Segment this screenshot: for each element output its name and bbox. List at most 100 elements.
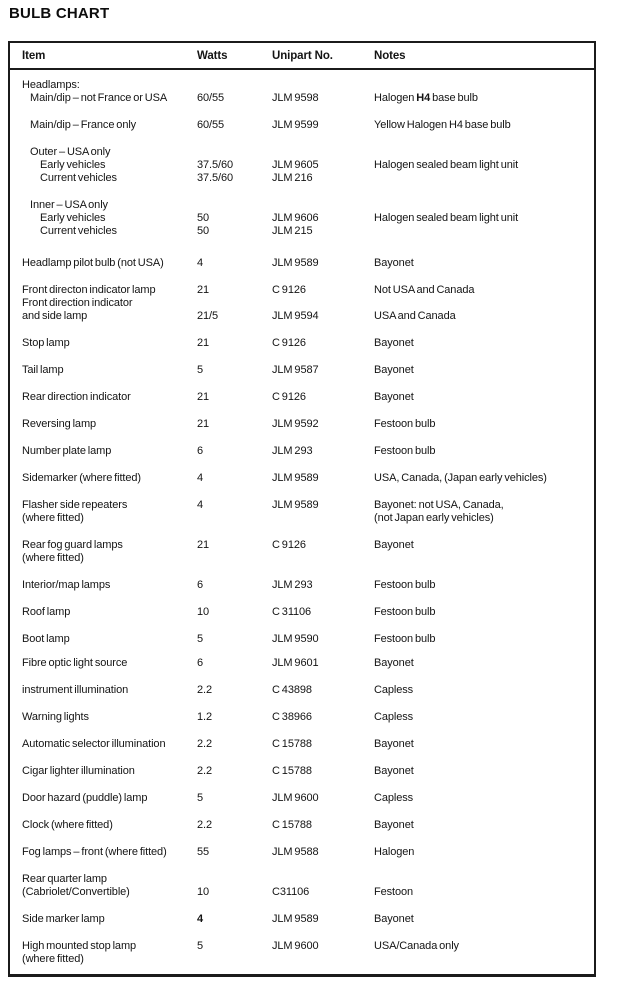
unipart-cell: C 9126: [272, 284, 306, 296]
unipart-cell: JLM 9592: [272, 418, 319, 430]
item-cell: Early vehicles: [40, 159, 106, 171]
notes-cell: Bayonet: not USA, Canada,: [374, 499, 504, 511]
notes-cell: Not USA and Canada: [374, 284, 475, 296]
item-cell: Number plate lamp: [22, 445, 112, 457]
table-row: (where fitted): [10, 953, 594, 966]
item-cell: Sidemarker (where fitted): [22, 472, 141, 484]
item-cell: Stop lamp: [22, 337, 70, 349]
table-row: Outer – USA only: [10, 146, 594, 159]
table-row: Fibre optic light source 6 JLM 9601 Bayonet: [10, 657, 594, 670]
table-header: Item Watts Unipart No. Notes: [10, 43, 594, 70]
unipart-cell: C31106: [272, 886, 310, 898]
item-cell: Rear quarter lamp: [22, 873, 107, 885]
watts-cell: 50: [197, 225, 210, 237]
watts-cell: 21: [197, 284, 210, 296]
unipart-cell: [272, 79, 374, 92]
unipart-cell: JLM 293: [272, 445, 313, 457]
unipart-cell: C 15788: [272, 765, 312, 777]
notes-cell: (not Japan early vehicles): [374, 512, 494, 524]
item-cell: Reversing lamp: [22, 418, 97, 430]
notes-cell: [374, 199, 594, 212]
item-cell: Clock (where fitted): [22, 819, 113, 831]
notes-cell: Halogen sealed beam light unit: [374, 159, 519, 171]
watts-cell: 6: [197, 445, 204, 457]
notes-cell: USA and Canada: [374, 310, 456, 322]
notes-cell: Bayonet: [374, 819, 414, 831]
unipart-cell: C 31106: [272, 606, 312, 618]
item-cell: Rear direction indicator: [22, 391, 131, 403]
notes-cell: USA, Canada, (Japan early vehicles): [374, 472, 547, 484]
notes-cell: [374, 146, 594, 159]
notes-cell: [374, 172, 594, 185]
table-row: Front directon indicator lamp 21 C 9126 Not…: [10, 284, 594, 297]
notes-cell: Festoon bulb: [374, 445, 436, 457]
item-cell: (where fitted): [22, 552, 84, 564]
table-row: Inner – USA only: [10, 199, 594, 212]
unipart-cell: C 9126: [272, 337, 306, 349]
item-cell: Outer – USA only: [30, 146, 111, 158]
notes-cell: Festoon: [374, 886, 414, 898]
notes-cell: Halogen H4 base bulb: [374, 92, 478, 104]
watts-cell: 4: [197, 257, 204, 269]
notes-cell: Bayonet: [374, 738, 414, 750]
unipart-cell: C 15788: [272, 738, 312, 750]
col-header-watts: Watts: [197, 50, 228, 62]
unipart-cell: JLM 9601: [272, 657, 319, 669]
unipart-cell: JLM 9598: [272, 92, 319, 104]
watts-cell: 5: [197, 940, 204, 952]
notes-cell: Bayonet: [374, 364, 414, 376]
unipart-cell: JLM 293: [272, 579, 313, 591]
watts-cell: 5: [197, 633, 204, 645]
table-row: Front direction indicator: [10, 297, 594, 310]
watts-cell: 2.2: [197, 765, 212, 777]
item-cell: Front direction indicator: [22, 297, 133, 309]
unipart-cell: JLM 9587: [272, 364, 319, 376]
notes-cell: Capless: [374, 792, 414, 804]
table-row: Current vehicles 50 JLM 215: [10, 225, 594, 238]
unipart-cell: C 38966: [272, 711, 312, 723]
table-row: (where fitted) (not Japan early vehicles): [10, 512, 594, 525]
table-row: Current vehicles 37.5/60 JLM 216: [10, 172, 594, 185]
item-cell: instrument illumination: [22, 684, 129, 696]
item-cell: Current vehicles: [40, 172, 117, 184]
watts-cell: 21: [197, 418, 210, 430]
table-row: Side marker lamp 4 JLM 9589 Bayonet: [10, 913, 594, 926]
watts-cell: 37.5/60: [197, 172, 234, 184]
table-row: (where fitted): [10, 552, 594, 565]
notes-cell: Bayonet: [374, 539, 414, 551]
notes-cell: Festoon bulb: [374, 418, 436, 430]
table-body: Headlamps: Main/dip – not France or USA 60…: [10, 70, 594, 974]
table-row: Door hazard (puddle) lamp 5 JLM 9600 Caples…: [10, 792, 594, 805]
watts-cell: 37.5/60: [197, 159, 234, 171]
item-cell: Automatic selector illumination: [22, 738, 166, 750]
watts-cell: 2.2: [197, 684, 212, 696]
table-row: Boot lamp 5 JLM 9590 Festoon bulb: [10, 633, 594, 646]
table-row: Sidemarker (where fitted) 4 JLM 9589 USA, C…: [10, 472, 594, 485]
table-row: Cigar lighter illumination 2.2 C 15788 Bayo…: [10, 765, 594, 778]
unipart-cell: C 9126: [272, 539, 306, 551]
table-row: (Cabriolet/Convertible) 10 C31106 Festoon: [10, 886, 594, 899]
watts-cell: 6: [197, 657, 204, 669]
notes-cell: Capless: [374, 684, 414, 696]
unipart-cell: [272, 146, 374, 159]
table-row: Rear quarter lamp: [10, 873, 594, 886]
notes-cell: [374, 953, 594, 966]
unipart-cell: [272, 512, 374, 525]
table-row: Rear fog guard lamps 21 C 9126 Bayonet: [10, 539, 594, 552]
unipart-cell: JLM 9589: [272, 499, 319, 511]
item-cell: Tail lamp: [22, 364, 64, 376]
table-row: Automatic selector illumination 2.2 C 1578…: [10, 738, 594, 751]
item-cell: Main/dip – not France or USA: [30, 92, 168, 104]
table-row: instrument illumination 2.2 C 43898 Capless: [10, 684, 594, 697]
unipart-cell: C 43898: [272, 684, 312, 696]
item-cell: Flasher side repeaters: [22, 499, 128, 511]
table-row: Rear direction indicator 21 C 9126 Bayonet: [10, 391, 594, 404]
item-cell: Rear fog guard lamps: [22, 539, 123, 551]
notes-cell: USA/Canada only: [374, 940, 459, 952]
notes-cell: Halogen: [374, 846, 415, 858]
table-row: Main/dip – not France or USA 60/55 JLM 959…: [10, 92, 594, 105]
watts-cell: 2.2: [197, 819, 212, 831]
item-cell: Early vehicles: [40, 212, 106, 224]
table-row: Tail lamp 5 JLM 9587 Bayonet: [10, 364, 594, 377]
watts-cell: 21/5: [197, 310, 219, 322]
